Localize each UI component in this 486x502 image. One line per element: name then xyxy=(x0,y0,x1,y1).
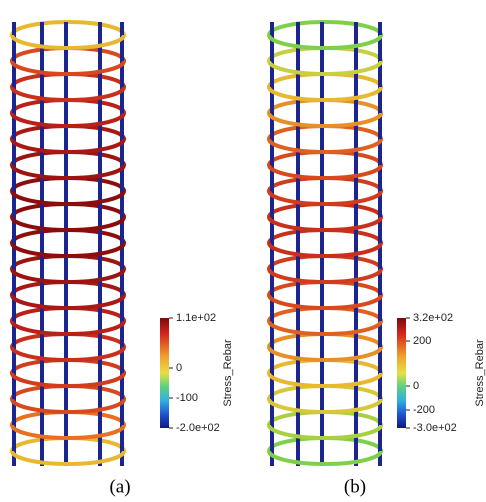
hoop-front xyxy=(269,61,381,74)
hoop-front xyxy=(269,139,381,152)
figure: (a) (b) 1.1e+02 0 -100 -2.0e+02 Stress_Rebar… xyxy=(0,0,486,502)
colorbar-label: -200 xyxy=(413,404,435,416)
colorbar-label: 1.1e+02 xyxy=(176,312,216,324)
hoop-front xyxy=(269,217,381,230)
hoop-front xyxy=(269,165,381,178)
hoop-front xyxy=(269,35,381,48)
hoop-front xyxy=(269,451,381,464)
hoop-back xyxy=(269,22,381,35)
hoop-front xyxy=(269,399,381,412)
hoop-front xyxy=(269,243,381,256)
hoop-front xyxy=(269,87,381,100)
hoop-front xyxy=(269,295,381,308)
colorbar-label: 0 xyxy=(176,362,182,374)
caption: (b) xyxy=(344,476,366,497)
colorbar-label: 200 xyxy=(413,335,431,347)
colorbar-label: -100 xyxy=(176,392,198,404)
hoop-front xyxy=(269,425,381,438)
colorbar-title: Stress_Rebar xyxy=(474,339,486,407)
colorbar-label: -3.0e+02 xyxy=(413,422,457,434)
hoop-front xyxy=(269,373,381,386)
caption: (a) xyxy=(109,476,130,497)
hoop-front xyxy=(269,113,381,126)
hoop-front xyxy=(269,321,381,334)
hoop-front xyxy=(269,347,381,360)
hoop-front xyxy=(269,191,381,204)
hoop-front xyxy=(269,269,381,282)
colorbar-label: 3.2e+02 xyxy=(413,312,453,324)
colorbar-title: Stress_Rebar xyxy=(222,339,234,407)
colorbar-label: -2.0e+02 xyxy=(176,422,220,434)
colorbar xyxy=(397,318,406,428)
colorbar xyxy=(160,318,169,428)
colorbar-label: 0 xyxy=(413,380,419,392)
